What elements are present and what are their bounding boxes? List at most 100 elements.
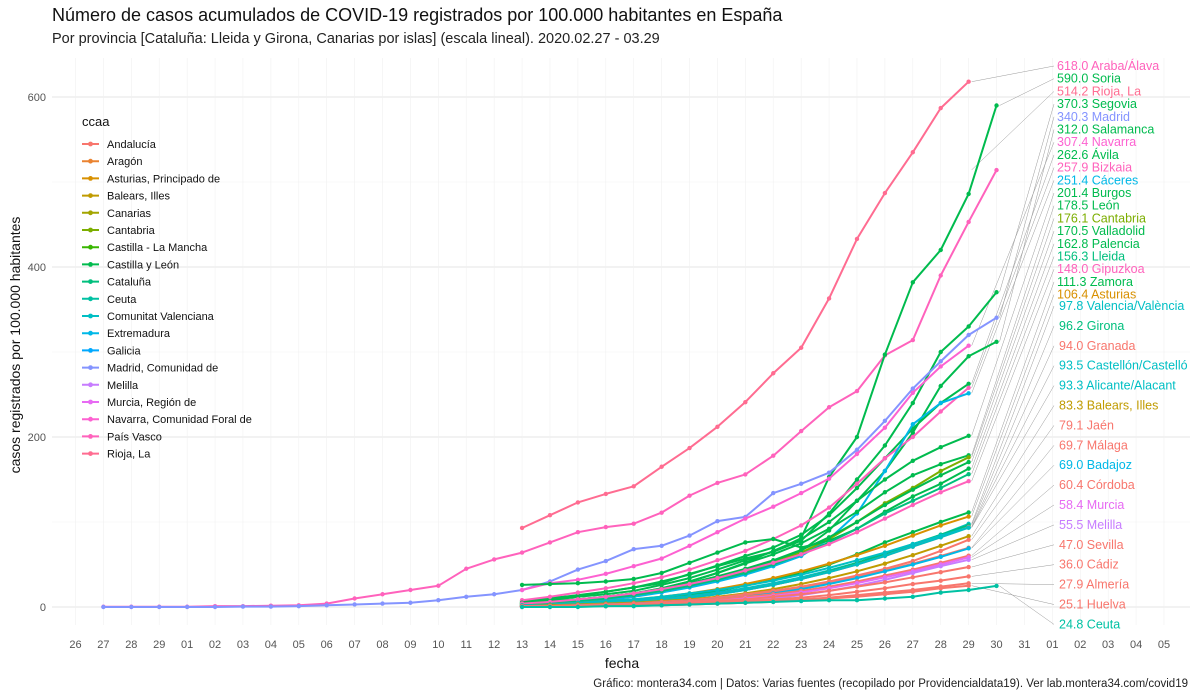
- y-tick-label: 400: [28, 262, 46, 274]
- leader-line: [971, 465, 1055, 549]
- data-point: [854, 434, 860, 440]
- data-point: [659, 543, 664, 548]
- data-point: [798, 523, 804, 528]
- data-point: [938, 481, 943, 486]
- leader-line: [971, 91, 1055, 171]
- legend-key-point: [88, 262, 93, 267]
- data-point: [715, 530, 720, 535]
- leader-line: [971, 269, 1055, 482]
- data-point: [882, 561, 888, 566]
- data-point: [938, 273, 943, 278]
- data-point: [854, 388, 860, 394]
- leader-line: [971, 294, 1055, 517]
- data-point: [854, 562, 860, 567]
- end-label: 176.1 Cantabria: [1057, 211, 1146, 225]
- data-point: [826, 513, 832, 518]
- end-label: 79.1 Jaén: [1059, 418, 1114, 432]
- leader-line: [971, 154, 1055, 384]
- data-point: [910, 390, 916, 395]
- data-point: [687, 560, 692, 565]
- data-point: [910, 581, 916, 587]
- data-point: [910, 589, 916, 594]
- data-point: [966, 471, 971, 477]
- leader-line: [971, 192, 1055, 436]
- data-point: [436, 583, 441, 588]
- end-label: 111.3 Zamora: [1057, 275, 1133, 289]
- data-point: [771, 560, 776, 565]
- leader-line: [971, 180, 1055, 394]
- x-tick-label: 11: [461, 639, 472, 651]
- leader-line: [999, 129, 1055, 342]
- end-label: 106.4 Asturias: [1057, 288, 1136, 302]
- data-point: [798, 598, 804, 604]
- data-point: [910, 498, 916, 503]
- data-point: [715, 567, 720, 572]
- x-tick-label: 28: [935, 639, 947, 651]
- data-point: [854, 236, 860, 242]
- data-point: [575, 597, 581, 602]
- x-tick-label: 28: [125, 639, 137, 651]
- legend-label: Madrid, Comunidad de: [107, 363, 218, 375]
- data-point: [854, 569, 860, 574]
- data-point: [854, 509, 860, 514]
- data-point: [101, 604, 106, 610]
- data-point: [938, 535, 943, 540]
- data-point: [603, 586, 608, 591]
- leader-line: [971, 504, 1055, 558]
- data-point: [966, 455, 971, 460]
- legend-key-point: [88, 210, 93, 216]
- data-point: [603, 594, 608, 599]
- end-label: 170.5 Valladolid: [1057, 224, 1145, 238]
- legend-key-point: [88, 313, 93, 319]
- x-tick-label: 05: [293, 639, 305, 651]
- data-point: [240, 604, 246, 609]
- data-point: [966, 466, 971, 471]
- data-point: [938, 523, 943, 528]
- leader-line: [971, 405, 1055, 537]
- end-label: 69.0 Badajoz: [1059, 458, 1132, 472]
- data-point: [994, 167, 999, 173]
- end-label: 178.5 León: [1057, 199, 1120, 213]
- x-tick-label: 17: [628, 639, 640, 651]
- x-tick-label: 15: [572, 639, 584, 651]
- data-point: [938, 473, 943, 478]
- data-point: [994, 339, 999, 344]
- data-point: [882, 569, 888, 574]
- data-point: [938, 490, 943, 495]
- data-point: [575, 577, 581, 582]
- data-point: [966, 332, 971, 338]
- data-point: [938, 578, 943, 583]
- data-point: [910, 280, 916, 285]
- legend-label: Canarias: [107, 208, 152, 220]
- legend-key-point: [88, 451, 93, 456]
- x-tick-label: 09: [404, 639, 416, 651]
- data-point: [966, 479, 971, 484]
- legend-label: Ceuta: [107, 294, 137, 306]
- data-point: [184, 604, 190, 610]
- leader-line: [971, 65, 1055, 82]
- series-line: [522, 584, 997, 608]
- data-point: [631, 603, 636, 609]
- end-label: 83.3 Balears, Illes: [1059, 399, 1158, 413]
- data-point: [798, 552, 804, 557]
- data-point: [966, 564, 971, 570]
- data-point: [826, 296, 832, 301]
- data-point: [687, 445, 692, 451]
- data-point: [966, 587, 971, 593]
- data-point: [882, 553, 888, 559]
- data-point: [938, 364, 943, 369]
- data-point: [854, 526, 860, 531]
- data-point: [491, 557, 497, 562]
- legend: ccaa Andalucía Aragón Asturias, Principado …: [82, 114, 252, 461]
- data-point: [519, 582, 525, 588]
- data-point: [910, 494, 916, 499]
- end-label: 60.4 Córdoba: [1059, 478, 1135, 492]
- data-point: [659, 603, 664, 608]
- data-point: [687, 602, 692, 607]
- data-point: [352, 596, 357, 601]
- data-point: [603, 491, 608, 497]
- data-point: [910, 473, 916, 478]
- x-tick-label: 02: [1074, 639, 1086, 651]
- data-point: [408, 600, 413, 605]
- legend-label: Asturias, Principado de: [107, 173, 220, 185]
